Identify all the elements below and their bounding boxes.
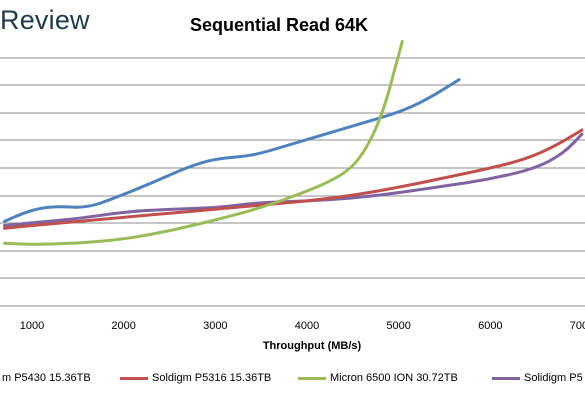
legend: m P5430 15.36TB Soldigm P5316 15.36TB Mi… <box>0 372 585 390</box>
x-tick-label: 3000 <box>203 320 227 332</box>
legend-label: Micron 6500 ION 30.72TB <box>330 372 458 384</box>
legend-label: m P5430 15.36TB <box>2 372 91 384</box>
gridlines <box>0 57 585 307</box>
legend-label: Solidigm P5 <box>524 372 583 384</box>
x-tick-labels: 1000 2000 3000 4000 5000 6000 7000 <box>20 320 585 332</box>
legend-swatch <box>120 376 148 380</box>
x-tick-label: 1000 <box>20 320 44 332</box>
series-line-0 <box>3 78 461 223</box>
series-lines <box>3 39 584 246</box>
legend-item-p5-other: Solidigm P5 <box>492 372 583 384</box>
legend-swatch <box>492 376 520 380</box>
logo-text: Review <box>0 5 90 35</box>
legend-item-micron: Micron 6500 ION 30.72TB <box>298 372 458 384</box>
x-tick-label: 4000 <box>295 320 319 332</box>
x-tick-label: 7000 <box>570 320 585 332</box>
legend-item-p5316: Soldigm P5316 15.36TB <box>120 372 271 384</box>
series-line-1 <box>3 128 584 230</box>
series-line-2 <box>3 39 404 246</box>
x-tick-label: 2000 <box>111 320 135 332</box>
series-line-3 <box>3 132 584 227</box>
x-tick-label: 5000 <box>386 320 410 332</box>
x-tick-label: 6000 <box>478 320 502 332</box>
legend-swatch <box>298 376 326 380</box>
legend-item-p5430: m P5430 15.36TB <box>2 372 91 384</box>
x-axis-label: Throughput (MB/s) <box>263 340 362 352</box>
legend-label: Soldigm P5316 15.36TB <box>152 372 272 384</box>
